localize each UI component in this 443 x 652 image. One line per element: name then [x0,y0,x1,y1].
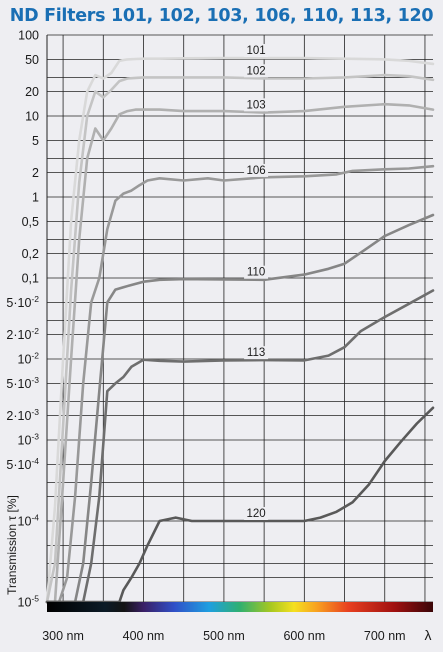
series-label-102: 102 [246,65,265,77]
series-label-bg [244,507,269,520]
visible-spectrum-bar [47,602,433,612]
series-labels: 101 102 103 106 110 113 120 [244,44,269,520]
x-axis-lambda-symbol: λ [425,627,432,643]
series-label-bg [244,163,269,177]
series-line-103 [45,102,435,604]
x-tick-labels: 300 nm 400 nm 500 nm 600 nm 700 nm [42,629,405,643]
y-tick-label: 1 [32,191,39,205]
y-tick-label: 10-3 [18,432,40,448]
series-label-103: 103 [246,99,265,111]
y-tick-label: 50 [25,53,39,67]
series-label-101: 101 [246,45,265,57]
y-tick-label: 20 [25,85,39,99]
x-tick-label: 700 nm [364,629,406,643]
y-tick-label: 10-2 [18,351,40,367]
y-axis-label: Transmission τ [%] [5,495,19,595]
series-line-120 [45,406,435,604]
y-tick-label: 10-5 [18,594,40,610]
series-label-bg [244,44,269,58]
transmission-curves [45,56,435,604]
x-tick-label: 400 nm [123,629,165,643]
y-tick-label: 5·10-4 [6,456,39,472]
series-label-bg [244,346,269,360]
series-line-102 [45,73,435,604]
y-tick-label: 2·10-3 [6,407,39,423]
series-line-101 [45,56,435,604]
series-label-bg [244,64,269,78]
y-tick-label: 2 [32,166,39,180]
y-tick-label: 10-4 [18,513,40,529]
series-label-bg [244,98,269,112]
chart-title: ND Filters 101, 102, 103, 106, 110, 113,… [9,6,434,26]
x-tick-label: 600 nm [283,629,325,643]
series-label-106: 106 [246,165,265,177]
series-label-bg [244,265,269,279]
series-label-113: 113 [247,347,265,359]
y-tick-label: 5 [32,134,39,148]
y-tick-labels: 100 50 20 10 5 2 1 0,5 0,2 0,1 5·10-2 2·10-2 10-2 5·1… [6,29,39,610]
y-tick-label: 5·10-2 [6,294,39,310]
y-tick-label: 10 [25,110,39,124]
series-label-110: 110 [247,267,265,279]
series-line-113 [45,289,435,604]
y-tick-label: 0,1 [22,272,39,286]
y-tick-label: 2·10-2 [6,326,39,342]
y-tick-label: 0,5 [22,215,39,229]
x-tick-label: 500 nm [203,629,245,643]
y-tick-label: 5·10-3 [6,375,39,391]
series-label-120: 120 [246,508,265,520]
x-tick-label: 300 nm [42,629,84,643]
series-line-110 [45,213,435,604]
series-line-106 [45,164,435,604]
y-tick-label: 0,2 [22,247,39,261]
y-tick-label: 100 [18,29,39,43]
